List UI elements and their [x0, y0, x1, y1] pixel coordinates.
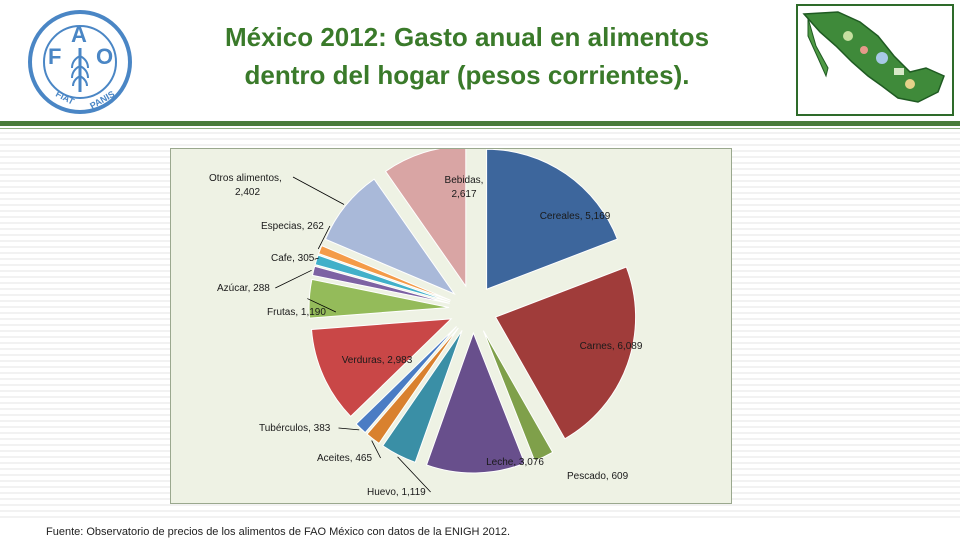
pie-slice-pescado [482, 330, 554, 462]
leader-line [338, 427, 360, 431]
page-title: México 2012: Gasto anual en alimentos de… [150, 18, 784, 94]
data-label: Especias, 262 [261, 221, 324, 232]
data-label: Cafe, 305 [271, 253, 315, 264]
svg-text:A: A [71, 22, 87, 47]
svg-text:F: F [48, 44, 61, 69]
header-divider [0, 121, 960, 126]
pie-slice-huevo [382, 330, 463, 463]
leader-line [371, 440, 381, 459]
data-label: Carnes, 6,089 [580, 341, 643, 352]
data-label: Verduras, 2,983 [342, 355, 413, 366]
title-line-1: México 2012: Gasto anual en alimentos [224, 22, 710, 52]
pie-slice-otros-alimentos [324, 178, 456, 296]
leader-line [275, 269, 312, 289]
data-label: Cereales, 5,169 [540, 211, 611, 222]
svg-text:O: O [96, 44, 113, 69]
pie-slice-frutas [308, 278, 450, 319]
pie-slice-bebidas [384, 149, 467, 288]
leader-line [397, 456, 431, 493]
data-label: Leche, 3,076 [486, 457, 544, 468]
pie-slice-leche [425, 331, 526, 474]
mexico-map-image [796, 4, 954, 116]
pie-chart-svg: Cereales, 5,169 Carnes, 6,089 Pescado, 609… [209, 149, 643, 498]
pie-slice-verduras [310, 318, 453, 418]
pie-slice-azúcar [311, 265, 450, 304]
header-divider-thin [0, 128, 960, 129]
fao-logo: F A O FIAT PANIS [28, 10, 132, 114]
source-note: Fuente: Observatorio de precios de los a… [46, 526, 511, 538]
pie-slice-tubérculos [355, 326, 457, 434]
data-label: Bebidas, 2,617 [445, 175, 484, 200]
header: F A O FIAT PANIS México 2012: Gasto anua… [0, 0, 960, 124]
data-label: Tubérculos, 383 [259, 423, 331, 434]
data-label: Huevo, 1,119 [367, 487, 426, 498]
data-label: Aceites, 465 [317, 453, 372, 464]
svg-text:FIAT: FIAT [54, 89, 76, 107]
pie-slice-cereales [486, 149, 618, 290]
mexico-map-icon [802, 11, 945, 103]
leader-line [307, 298, 337, 313]
leader-line [317, 225, 331, 250]
data-label: Azúcar, 288 [217, 283, 270, 294]
data-label: Frutas, 1,190 [267, 307, 326, 318]
pie-chart: Cereales, 5,169 Carnes, 6,089 Pescado, 609… [170, 148, 732, 504]
pie-slice-especias [317, 245, 451, 301]
leader-line [314, 257, 319, 260]
pie-slice-carnes [494, 266, 637, 440]
pie-slice-aceites [366, 327, 459, 445]
pie-slice-cafe [314, 254, 451, 303]
data-label: Pescado, 609 [567, 471, 629, 482]
data-label: Otros alimentos, 2,402 [209, 173, 282, 198]
title-line-2: dentro del hogar (pesos corrientes). [244, 60, 690, 90]
leader-line [292, 176, 345, 205]
